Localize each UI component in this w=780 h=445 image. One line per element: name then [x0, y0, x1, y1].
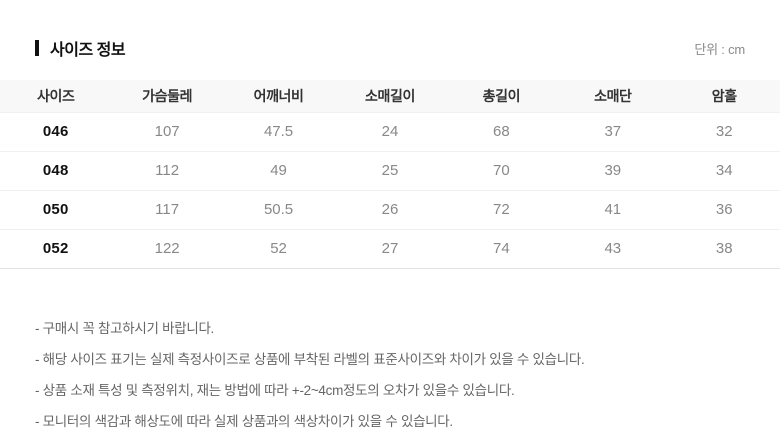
- table-cell: 70: [445, 150, 558, 190]
- table-row: 046 107 47.5 24 68 37 32: [0, 111, 780, 151]
- table-cell: 72: [445, 189, 558, 229]
- table-cell: 122: [111, 228, 223, 269]
- column-header-cuff: 소매단: [557, 80, 669, 112]
- table-cell: 117: [111, 189, 223, 229]
- table-cell: 34: [668, 150, 780, 190]
- note-line: - 해당 사이즈 표기는 실제 측정사이즈로 상품에 부착된 라벨의 표준사이즈…: [35, 351, 585, 367]
- table-cell: 38: [668, 228, 780, 269]
- column-header-total-length: 총길이: [445, 80, 558, 112]
- column-header-shoulder: 어깨너비: [222, 80, 335, 112]
- table-cell: 47.5: [222, 111, 335, 151]
- title-accent-bar: [35, 40, 39, 56]
- table-cell: 52: [222, 228, 335, 269]
- table-cell: 49: [222, 150, 335, 190]
- column-header-armhole: 암홀: [668, 80, 780, 112]
- table-cell: 26: [334, 189, 446, 229]
- table-row: 048 112 49 25 70 39 34: [0, 150, 780, 190]
- note-line: - 모니터의 색감과 해상도에 따라 실제 상품과의 색상차이가 있을 수 있습…: [35, 413, 453, 429]
- table-cell: 36: [668, 189, 780, 229]
- size-table: 사이즈 가슴둘레 어깨너비 소매길이 총길이 소매단 암홀 046 107 47…: [0, 80, 780, 269]
- table-cell: 39: [557, 150, 669, 190]
- table-cell: 24: [334, 111, 446, 151]
- table-cell: 25: [334, 150, 446, 190]
- table-row: 052 122 52 27 74 43 38: [0, 228, 780, 269]
- table-cell: 107: [111, 111, 223, 151]
- page-title: 사이즈 정보: [35, 36, 126, 60]
- column-header-size: 사이즈: [0, 80, 112, 112]
- table-row: 050 117 50.5 26 72 41 36: [0, 189, 780, 229]
- table-cell: 74: [445, 228, 558, 269]
- section-header: 사이즈 정보 단위 : cm: [0, 0, 780, 60]
- column-header-sleeve-length: 소매길이: [334, 80, 446, 112]
- note-line: - 구매시 꼭 참고하시기 바랍니다.: [35, 320, 215, 336]
- note-line: - 상품 소재 특성 및 측정위치, 재는 방법에 따라 +-2~4cm정도의 …: [35, 382, 515, 398]
- column-header-chest: 가슴둘레: [111, 80, 223, 112]
- table-header-row: 사이즈 가슴둘레 어깨너비 소매길이 총길이 소매단 암홀: [0, 80, 780, 112]
- size-cell: 050: [0, 189, 112, 229]
- size-cell: 048: [0, 150, 112, 190]
- table-cell: 50.5: [222, 189, 335, 229]
- disclaimer-notes: - 구매시 꼭 참고하시기 바랍니다. - 해당 사이즈 표기는 실제 측정사이…: [0, 269, 780, 430]
- table-cell: 41: [557, 189, 669, 229]
- size-cell: 052: [0, 228, 112, 269]
- size-cell: 046: [0, 111, 112, 151]
- table-cell: 27: [334, 228, 446, 269]
- unit-label: 단위 : cm: [694, 41, 745, 57]
- page-title-text: 사이즈 정보: [50, 42, 126, 59]
- table-cell: 37: [557, 111, 669, 151]
- table-cell: 68: [445, 111, 558, 151]
- table-cell: 112: [111, 150, 223, 190]
- table-cell: 43: [557, 228, 669, 269]
- table-cell: 32: [668, 111, 780, 151]
